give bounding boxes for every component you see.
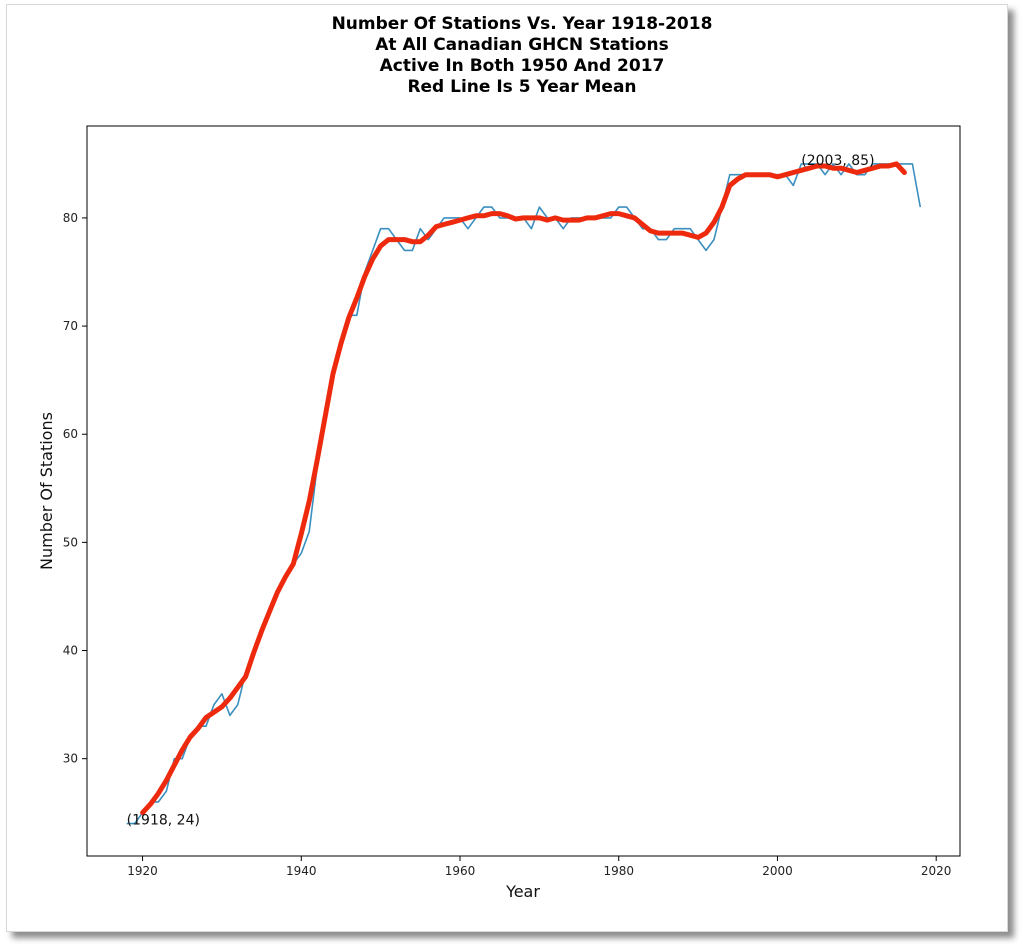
plot-area	[86, 125, 961, 857]
x-axis: 1920 1940 1960 1980 2000 2020	[127, 856, 951, 878]
y-axis-label: Number Of Stations	[37, 412, 56, 570]
y-tick-label: 40	[63, 644, 78, 658]
series-line-raw	[126, 163, 922, 825]
title-line: At All Canadian GHCN Stations	[375, 35, 668, 55]
y-tick-label: 30	[63, 752, 78, 766]
y-tick-label: 60	[63, 427, 78, 441]
x-tick-label: 1920	[127, 864, 158, 878]
point-annotation: (2003, 85)	[801, 153, 874, 169]
title-line: Active In Both 1950 And 2017	[380, 56, 665, 76]
x-tick-label: 2000	[762, 864, 793, 878]
figure-frame	[6, 4, 1008, 932]
x-tick-label: 1940	[286, 864, 317, 878]
y-tick-label: 50	[63, 535, 78, 549]
title-line: Number Of Stations Vs. Year 1918-2018	[332, 14, 713, 34]
y-tick-label: 70	[63, 319, 78, 333]
chart-title: Number Of Stations Vs. Year 1918-2018 At…	[332, 14, 713, 97]
y-tick-label: 80	[63, 211, 78, 225]
title-line: Red Line Is 5 Year Mean	[407, 77, 636, 97]
x-tick-label: 1980	[603, 864, 634, 878]
x-tick-label: 2020	[921, 864, 952, 878]
point-annotation: (1918, 24)	[127, 813, 200, 829]
y-axis: 30 40 50 60 70 80	[63, 211, 87, 766]
series-line-mean	[140, 161, 907, 816]
x-tick-label: 1960	[445, 864, 476, 878]
annotations: (1918, 24) (2003, 85)	[127, 153, 875, 829]
x-axis-label: Year	[505, 882, 540, 901]
